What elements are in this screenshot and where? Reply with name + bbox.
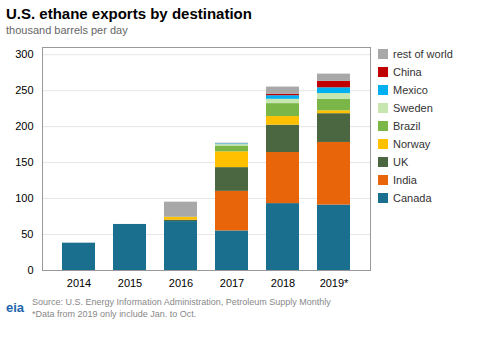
svg-text:2014: 2014 xyxy=(67,277,91,289)
html-text:Brazil: Brazil xyxy=(393,120,421,132)
html-text:*Data from 2019 only include J: *Data from 2019 only include Jan. to Oct… xyxy=(32,309,197,319)
svg-text:100: 100 xyxy=(15,192,33,204)
html-text:thousand barrels per day: thousand barrels per day xyxy=(6,24,128,36)
html-text:Source: U.S. Energy Informatio: Source: U.S. Energy Information Administ… xyxy=(32,297,331,307)
html-text:Norway: Norway xyxy=(393,138,431,150)
html-text:rest of world: rest of world xyxy=(393,48,453,60)
svg-text:50: 50 xyxy=(21,228,33,240)
svg-text:2019*: 2019* xyxy=(320,277,349,289)
svg-text:0: 0 xyxy=(27,264,33,276)
html-text:Mexico: Mexico xyxy=(393,84,428,96)
html-text:China: China xyxy=(393,66,422,78)
svg-text:300: 300 xyxy=(15,48,33,60)
html-text:India: India xyxy=(393,174,417,186)
svg-text:2018: 2018 xyxy=(271,277,295,289)
svg-text:2017: 2017 xyxy=(220,277,244,289)
html-text:eia: eia xyxy=(6,300,25,315)
html-text:Sweden: Sweden xyxy=(393,102,433,114)
svg-text:200: 200 xyxy=(15,120,33,132)
html-text:Canada: Canada xyxy=(393,192,432,204)
svg-text:250: 250 xyxy=(15,84,33,96)
svg-text:2015: 2015 xyxy=(118,277,142,289)
svg-text:150: 150 xyxy=(15,156,33,168)
svg-text:2016: 2016 xyxy=(169,277,193,289)
html-text:U.S. ethane exports by destina: U.S. ethane exports by destination xyxy=(6,5,252,22)
html-text:UK: UK xyxy=(393,156,409,168)
